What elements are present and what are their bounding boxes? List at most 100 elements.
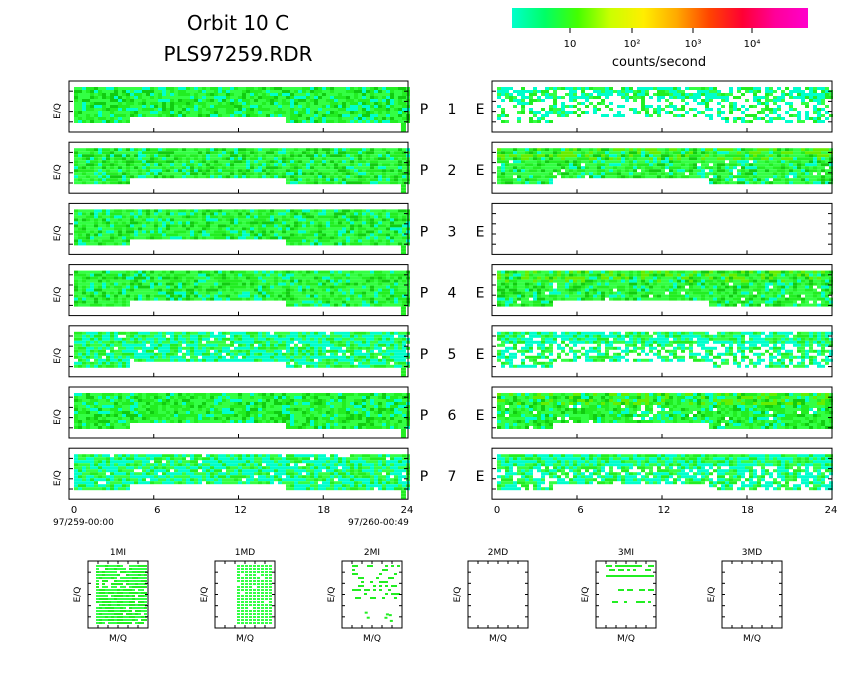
- heatmap-cell: [166, 343, 170, 347]
- heatmap-cell: [78, 90, 82, 93]
- heatmap-cell: [170, 148, 174, 152]
- heatmap-cell: [94, 215, 98, 219]
- heatmap-cell: [86, 239, 90, 243]
- heatmap-cell: [134, 87, 138, 90]
- heatmap-cell: [262, 279, 266, 283]
- heatmap-cell: [98, 224, 102, 228]
- heatmap-cell: [98, 334, 102, 338]
- heatmap-cell: [370, 285, 374, 289]
- heatmap-cell: [238, 148, 242, 152]
- heatmap-cell: [302, 337, 306, 341]
- heatmap-cell: [358, 364, 362, 368]
- heatmap-cell: [246, 221, 250, 225]
- heatmap-cell: [282, 230, 286, 234]
- heatmap-cell: [370, 160, 374, 164]
- heatmap-cell: [106, 154, 110, 158]
- heatmap-cell: [286, 172, 290, 176]
- colorbar-label: counts/second: [612, 55, 706, 70]
- heatmap-cell: [298, 120, 302, 123]
- heatmap-cell: [186, 349, 190, 353]
- heatmap-cell: [354, 285, 358, 289]
- heatmap-cell: [202, 148, 206, 152]
- heatmap-cell: [114, 117, 118, 120]
- heatmap-cell: [378, 117, 382, 120]
- heatmap-cell: [334, 120, 338, 123]
- heatmap-cell: [174, 358, 178, 362]
- heatmap-cell: [346, 96, 350, 99]
- heatmap-cell: [126, 270, 130, 274]
- heatmap-cell: [166, 96, 170, 99]
- heatmap-cell: [374, 111, 378, 114]
- heatmap-cell: [186, 96, 190, 99]
- heatmap-cell: [82, 87, 86, 90]
- heatmap-cell: [130, 218, 134, 222]
- heatmap-cell: [382, 364, 386, 368]
- heatmap-cell: [174, 157, 178, 161]
- heatmap-cell: [270, 282, 274, 286]
- heatmap-cell: [218, 233, 222, 237]
- heatmap-cell: [142, 279, 146, 283]
- heatmap-cell: [362, 239, 366, 243]
- heatmap-cell: [270, 209, 274, 213]
- heatmap-cell: [270, 279, 274, 283]
- heatmap-cell: [170, 355, 174, 359]
- heatmap-cell: [334, 239, 338, 243]
- heatmap-cell: [154, 343, 158, 347]
- heatmap-cell: [138, 160, 142, 164]
- heatmap-cell: [150, 102, 154, 105]
- heatmap-cell: [354, 303, 358, 307]
- heatmap-cell: [242, 331, 246, 335]
- heatmap-cell: [378, 343, 382, 347]
- heatmap-cell: [290, 340, 294, 344]
- heatmap-cell: [270, 221, 274, 225]
- heatmap-cell: [98, 337, 102, 341]
- heatmap-cell: [242, 355, 246, 359]
- heatmap-cell: [242, 166, 246, 170]
- heatmap-cell: [302, 99, 306, 102]
- heatmap-cell: [106, 230, 110, 234]
- heatmap-cell: [110, 352, 114, 356]
- heatmap-cell: [298, 148, 302, 152]
- heatmap-cell: [126, 87, 130, 90]
- colorbar-gradient: [512, 8, 808, 28]
- heatmap-cell: [194, 337, 198, 341]
- heatmap-cell: [242, 276, 246, 280]
- heatmap-cell: [346, 273, 350, 277]
- heatmap-cell: [190, 209, 194, 213]
- heatmap-cell: [322, 337, 326, 341]
- heatmap-cell: [318, 227, 322, 231]
- heatmap-cell: [170, 221, 174, 225]
- heatmap-cell: [262, 230, 266, 234]
- heatmap-cell: [102, 364, 106, 368]
- heatmap-cell: [86, 343, 90, 347]
- heatmap-cell: [270, 224, 274, 228]
- heatmap-cell: [114, 181, 118, 185]
- heatmap-cell: [398, 209, 402, 213]
- heatmap-cell: [290, 175, 294, 179]
- heatmap-cell: [94, 343, 98, 347]
- heatmap-cell: [246, 111, 250, 114]
- heatmap-cell: [390, 181, 394, 185]
- heatmap-cell: [278, 87, 282, 90]
- heatmap-cell: [218, 96, 222, 99]
- heatmap-cell: [234, 172, 238, 176]
- heatmap-cell: [206, 102, 210, 105]
- heatmap-cell: [158, 294, 162, 298]
- heatmap-cell: [162, 93, 166, 96]
- heatmap-cell: [94, 414, 98, 417]
- heatmap-cell: [142, 337, 146, 341]
- heatmap-cell: [250, 166, 254, 170]
- heatmap-cell: [110, 160, 114, 164]
- heatmap-cell: [326, 166, 330, 170]
- heatmap-cell: [142, 285, 146, 289]
- heatmap-cell: [174, 209, 178, 213]
- heatmap-cell: [206, 218, 210, 222]
- heatmap-cell: [74, 239, 78, 243]
- heatmap-cell: [230, 160, 234, 164]
- heatmap-cell: [258, 343, 262, 347]
- heatmap-cell: [182, 212, 186, 216]
- heatmap-cell: [286, 212, 290, 216]
- heatmap-cell: [162, 90, 166, 93]
- heatmap-cell: [278, 169, 282, 173]
- heatmap-cell: [126, 300, 130, 304]
